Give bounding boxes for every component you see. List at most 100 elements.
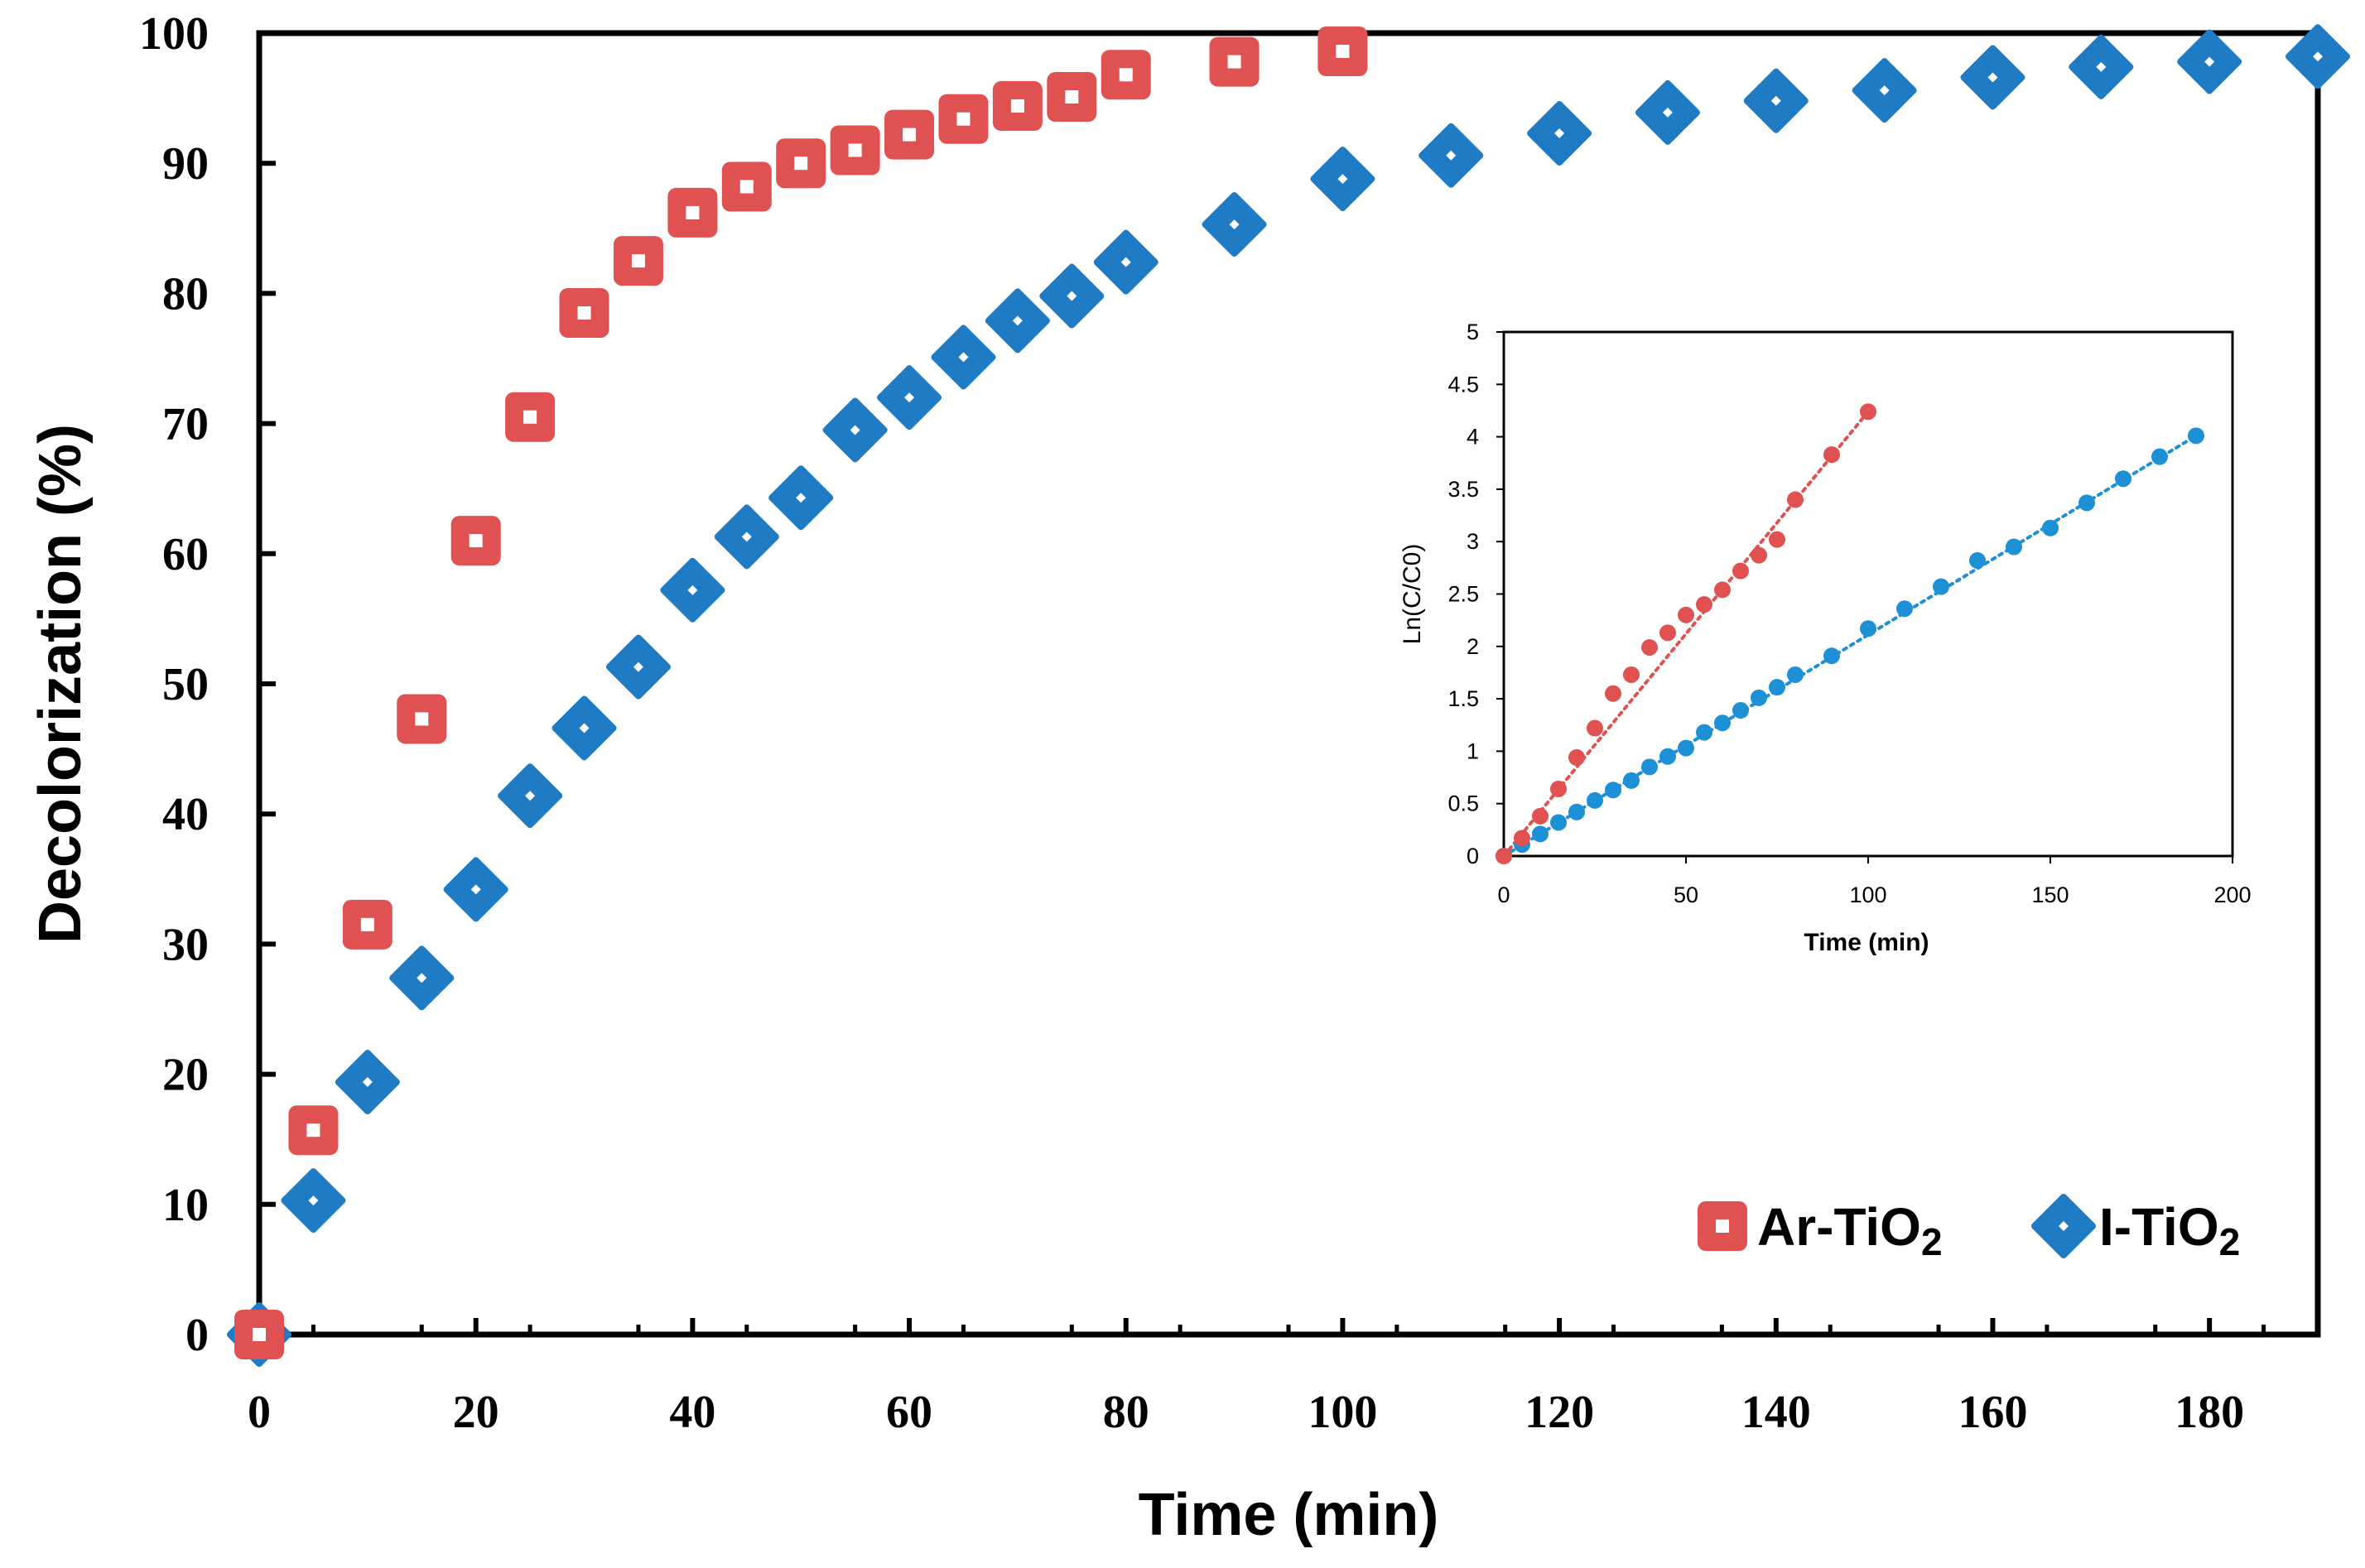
- main-y-tick-label: 0: [185, 1310, 209, 1361]
- i-tio2-marker-center: [417, 973, 427, 984]
- ar-tio2-marker-center: [903, 127, 917, 142]
- inset-i-tio2-point: [1696, 724, 1712, 741]
- ar-tio2-marker-center: [1227, 55, 1241, 69]
- inset-ar-tio2-point: [1860, 403, 1876, 421]
- i-tio2-marker-center: [1120, 257, 1131, 267]
- inset-i-tio2-point: [1787, 666, 1804, 683]
- legend-label-ar-tio2-name: Ar-TiO: [1757, 1197, 1921, 1257]
- main-x-axis-title: Time (min): [1139, 1482, 1439, 1548]
- main-y-axis-title: Decolorization (%): [27, 424, 94, 944]
- ar-tio2-marker-center: [415, 712, 429, 726]
- inset-chart: 0 50 100 150 200 0 0.5 1 1.5 2 2.5 3 3.5 4 4.5 5 Time (m…: [1399, 320, 2252, 956]
- i-tio2-marker-center: [958, 352, 969, 363]
- inset-y-tick-label: 4.5: [1447, 372, 1479, 397]
- inset-ar-tio2-point: [1787, 491, 1804, 508]
- inset-i-tio2-point: [1969, 551, 1986, 569]
- i-tio2-marker-center: [1662, 107, 1673, 118]
- legend-label-i-tio2-name: I-TiO: [2099, 1197, 2219, 1257]
- inset-i-tio2-point: [1678, 739, 1694, 757]
- ar-tio2-marker-center: [1336, 45, 1350, 59]
- inset-ar-tio2-point: [1659, 624, 1676, 642]
- main-y-tick-label: 10: [162, 1180, 209, 1231]
- ar-tio2-marker-center: [306, 1123, 320, 1138]
- ar-tio2-marker-center: [1010, 99, 1024, 113]
- i-tio2-marker-center: [1012, 315, 1023, 326]
- inset-y-tick-label: 1: [1467, 738, 1479, 763]
- inset-y-tick-label: 3.5: [1447, 477, 1479, 502]
- i-tio2-marker-center: [904, 392, 915, 403]
- inset-i-tio2-point: [2115, 470, 2131, 488]
- inset-i-tio2-point: [2078, 494, 2095, 512]
- i-tio2-marker-center: [1337, 174, 1348, 185]
- i-tio2-marker-center: [741, 531, 752, 542]
- main-x-tick-label: 120: [1524, 1387, 1594, 1438]
- i-tio2-marker-center: [470, 884, 481, 895]
- inset-i-tio2-point: [1623, 772, 1640, 789]
- inset-i-tio2-point: [2042, 519, 2059, 536]
- inset-ar-tio2-point: [1550, 780, 1567, 797]
- inset-ar-tio2-point: [1568, 748, 1585, 766]
- ar-tio2-marker-center: [1716, 1219, 1729, 1233]
- inset-i-tio2-point: [1896, 600, 1913, 618]
- inset-x-tick-label: 150: [2031, 883, 2069, 907]
- main-x-tick-label: 40: [669, 1387, 715, 1438]
- main-x-tick-label: 180: [2175, 1387, 2244, 1438]
- inset-x-tick-label: 0: [1497, 883, 1510, 907]
- ar-tio2-series: [234, 26, 1368, 1359]
- i-tio2-marker-center: [2059, 1221, 2069, 1231]
- i-tio2-series: [227, 24, 2350, 1367]
- i-tio2-marker-center: [525, 791, 536, 801]
- ar-tio2-marker-center: [686, 205, 700, 219]
- inset-ar-tio2-point: [1605, 685, 1621, 702]
- ar-tio2-marker-center: [1119, 68, 1133, 82]
- inset-ar-tio2-trendline: [1502, 410, 1870, 858]
- inset-ar-tio2-point: [1769, 531, 1785, 548]
- ar-tio2-marker-center: [253, 1328, 266, 1341]
- inset-i-tio2-point: [1860, 620, 1876, 637]
- inset-ar-tio2-point: [1823, 446, 1840, 464]
- i-tio2-marker-center: [1879, 85, 1890, 96]
- main-x-tick-label: 0: [248, 1387, 271, 1438]
- legend-label-i-tio2-subscript: 2: [2219, 1220, 2241, 1263]
- main-y-tick-label: 20: [162, 1050, 209, 1101]
- legend-label-ar-tio2-subscript: 2: [1921, 1220, 1943, 1263]
- inset-ar-tio2-point: [1641, 639, 1658, 657]
- inset-ar-tio2-point: [1678, 606, 1694, 623]
- ar-tio2-marker-center: [631, 254, 645, 268]
- ar-tio2-marker-center: [956, 112, 971, 126]
- inset-i-tio2-point: [1751, 689, 1767, 706]
- inset-i-tio2-point: [1550, 814, 1567, 831]
- i-tio2-marker-center: [1229, 219, 1240, 230]
- inset-y-tick-label: 1.5: [1447, 686, 1479, 711]
- ar-tio2-marker-center: [523, 410, 537, 424]
- inset-y-axis-title: Ln(C/C0): [1399, 544, 1426, 645]
- inset-y-tick-label: 5: [1467, 320, 1479, 344]
- i-tio2-marker-center: [1770, 95, 1781, 106]
- inset-ar-tio2-point: [1751, 546, 1767, 564]
- i-tio2-marker-center: [1554, 128, 1565, 139]
- inset-i-tio2-point: [2188, 427, 2204, 445]
- inset-ar-tio2-point: [1587, 719, 1603, 737]
- ar-tio2-marker-center: [577, 305, 591, 320]
- main-x-tick-label: 100: [1308, 1387, 1377, 1438]
- ar-tio2-marker-center: [360, 917, 374, 931]
- inset-i-tio2-point: [1568, 803, 1585, 820]
- main-x-tick-label: 160: [1958, 1387, 2027, 1438]
- ar-tio2-marker-center: [739, 180, 754, 194]
- inset-i-tio2-point: [2151, 448, 2168, 465]
- main-y-tick-label: 50: [162, 659, 209, 710]
- inset-x-tick-label: 100: [1849, 883, 1886, 907]
- inset-x-tick-label: 200: [2213, 883, 2251, 907]
- inset-y-tick-label: 0: [1467, 844, 1479, 868]
- inset-ar-tio2-point: [1496, 848, 1512, 864]
- i-tio2-marker-center: [850, 425, 860, 435]
- inset-i-tio2-point: [2006, 538, 2022, 556]
- i-tio2-marker-center: [2313, 51, 2323, 62]
- inset-ar-tio2-point: [1532, 807, 1549, 825]
- ar-tio2-marker-center: [1065, 90, 1079, 104]
- main-x-tick-label: 20: [453, 1387, 499, 1438]
- legend-label-ar-tio2: Ar-TiO2: [1757, 1197, 1943, 1263]
- i-tio2-marker-center: [1446, 150, 1457, 161]
- main-y-tick-label: 100: [139, 8, 209, 60]
